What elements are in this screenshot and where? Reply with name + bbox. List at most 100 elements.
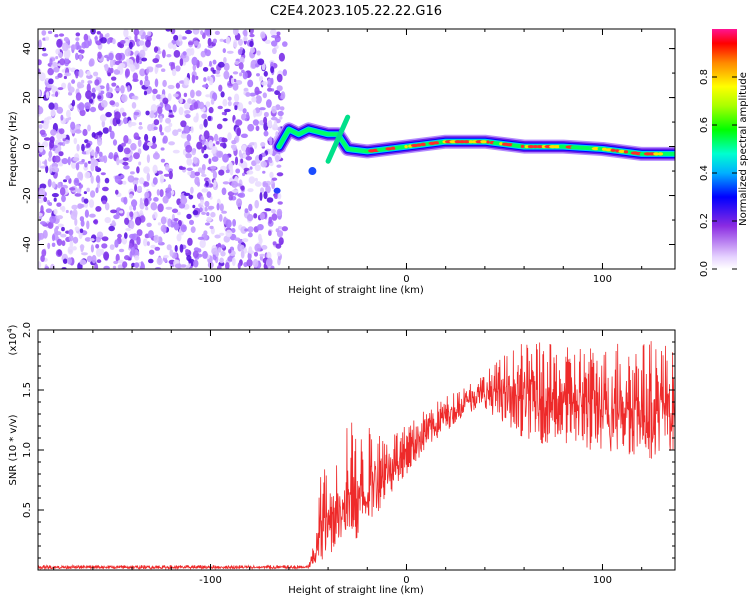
noise-speck — [136, 166, 140, 174]
noise-speck — [244, 228, 249, 232]
noise-speck — [265, 185, 271, 194]
noise-speck — [154, 66, 158, 75]
noise-speck — [126, 58, 134, 68]
noise-speck — [51, 166, 59, 173]
track-core-dot — [536, 145, 544, 149]
noise-speck — [247, 226, 254, 233]
spectrogram-x-ticks: -100 0 100 — [53, 29, 643, 285]
noise-speck — [95, 244, 100, 249]
noise-speck — [227, 96, 232, 101]
noise-speck — [88, 60, 94, 67]
noise-speck — [113, 69, 121, 75]
x-tick-label: -100 — [199, 575, 222, 586]
noise-speck — [38, 261, 42, 269]
noise-speck — [205, 180, 209, 187]
noise-speck — [222, 118, 228, 122]
noise-speck — [87, 160, 92, 164]
noise-speck — [230, 77, 235, 85]
snr-series-line — [38, 341, 675, 570]
noise-speck — [86, 187, 90, 192]
noise-speck — [91, 87, 96, 94]
noise-speck — [180, 196, 188, 205]
noise-speck — [88, 199, 95, 208]
noise-speck — [183, 77, 190, 86]
noise-speck — [75, 92, 82, 101]
noise-speck — [222, 153, 229, 163]
noise-speck — [63, 179, 67, 183]
noise-speck — [95, 175, 101, 184]
noise-speck — [188, 194, 194, 200]
noise-speck — [216, 203, 220, 211]
noise-speck — [51, 181, 56, 189]
noise-speck — [112, 38, 116, 45]
noise-speck — [236, 198, 243, 208]
noise-speck — [164, 125, 172, 133]
noise-speck — [154, 78, 159, 88]
noise-speck — [62, 258, 68, 264]
noise-speck — [152, 135, 157, 144]
noise-speck — [54, 34, 59, 38]
noise-speck — [249, 166, 253, 170]
noise-speck — [165, 117, 171, 124]
noise-speck — [79, 50, 85, 54]
noise-speck — [216, 150, 224, 158]
noise-speck — [210, 165, 217, 170]
noise-speck — [96, 231, 104, 239]
noise-speck — [212, 69, 217, 74]
noise-speck — [61, 226, 65, 232]
noise-speck — [57, 182, 62, 189]
noise-speck — [49, 215, 57, 224]
noise-speck — [180, 120, 187, 128]
noise-speck — [121, 94, 128, 103]
noise-speck — [209, 225, 214, 230]
noise-speck — [275, 228, 280, 233]
noise-speck — [127, 120, 133, 128]
noise-speck — [232, 144, 237, 152]
noise-speck — [38, 89, 41, 98]
noise-speck — [206, 212, 210, 216]
noise-speck — [261, 245, 268, 250]
noise-speck — [38, 142, 41, 146]
noise-speck — [95, 236, 101, 243]
noise-speck — [203, 230, 208, 236]
noise-speck — [173, 222, 180, 231]
track-core-dot — [454, 140, 461, 144]
noise-speck — [139, 197, 143, 206]
noise-speck — [152, 152, 160, 160]
noise-speck — [48, 78, 54, 85]
noise-speck — [152, 214, 156, 219]
noise-speck — [84, 171, 91, 179]
noise-speck — [181, 36, 187, 40]
track-core-dot — [559, 145, 564, 149]
noise-speck — [180, 133, 188, 139]
noise-speck — [141, 57, 148, 62]
noise-speck — [242, 108, 247, 114]
noise-speck — [79, 54, 83, 62]
noise-speck — [56, 38, 63, 48]
noise-speck — [108, 125, 112, 133]
noise-speck — [71, 99, 76, 107]
noise-speck — [200, 135, 205, 141]
noise-speck — [223, 235, 231, 243]
noise-speck — [246, 214, 254, 222]
noise-speck — [178, 106, 184, 116]
noise-speck — [104, 63, 109, 72]
noise-speck — [189, 219, 194, 225]
noise-speck — [130, 246, 136, 256]
noise-speck — [172, 149, 180, 154]
noise-speck — [40, 205, 44, 214]
track-core-dot — [570, 145, 579, 149]
noise-speck — [51, 242, 56, 247]
y-tick-label: 0 — [22, 143, 33, 149]
track-core-dot — [610, 148, 616, 152]
noise-speck — [276, 73, 283, 83]
noise-speck — [187, 237, 193, 246]
noise-speck — [79, 109, 86, 117]
noise-speck — [254, 243, 261, 252]
noise-speck — [94, 85, 101, 91]
noise-speck — [191, 56, 198, 66]
noise-speck — [202, 250, 208, 259]
noise-speck — [102, 200, 107, 205]
noise-speck — [39, 165, 47, 169]
noise-speck — [266, 197, 274, 203]
